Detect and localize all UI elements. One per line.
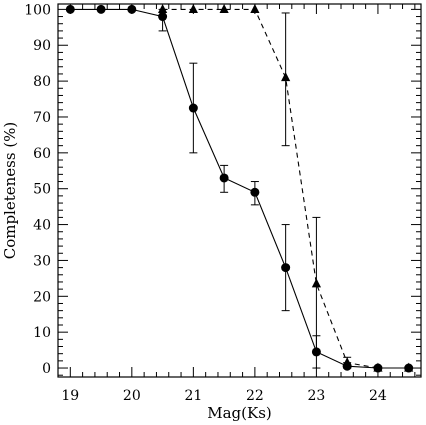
data-point-triangle — [342, 357, 352, 367]
y-tick-label: 40 — [33, 218, 51, 234]
x-tick-label: 19 — [61, 388, 79, 404]
y-axis-title: Completeness (%) — [1, 122, 19, 260]
plot-frame — [57, 3, 422, 378]
x-tick-label: 21 — [184, 388, 202, 404]
y-tick-label: 50 — [33, 182, 51, 198]
x-tick-label: 23 — [307, 388, 325, 404]
x-tick-label: 20 — [123, 388, 141, 404]
data-point-circle — [188, 103, 198, 113]
series-1-line — [70, 8, 409, 369]
data-point-circle — [158, 12, 168, 22]
y-tick-label: 90 — [33, 38, 51, 54]
y-tick-label: 0 — [42, 361, 51, 377]
series-2-line — [162, 8, 409, 369]
data-point-triangle — [250, 3, 260, 13]
y-tick-labels: 0 10 20 30 40 50 60 70 80 90 100 — [24, 2, 51, 377]
x-tick-labels: 19 20 21 22 23 24 — [61, 388, 387, 404]
data-series — [65, 3, 414, 373]
x-tick-label: 24 — [369, 388, 387, 404]
data-point-triangle — [373, 362, 383, 372]
y-tick-label: 70 — [33, 110, 51, 126]
data-point-triangle — [281, 72, 291, 82]
data-point-triangle — [311, 278, 322, 288]
data-point-triangle — [157, 3, 168, 13]
data-point-circle — [65, 4, 75, 14]
data-point-circle — [250, 187, 260, 197]
series-1 — [65, 4, 414, 373]
y-tick-label: 80 — [33, 74, 51, 90]
data-point-triangle — [404, 362, 414, 372]
y-tick-label: 100 — [24, 2, 51, 18]
data-point-circle — [96, 4, 106, 14]
data-point-triangle — [219, 3, 229, 13]
series-2 — [157, 3, 414, 372]
y-tick-label: 20 — [33, 289, 51, 305]
x-tick-label: 22 — [246, 388, 264, 404]
y-tick-label: 60 — [33, 146, 51, 162]
data-point-circle — [219, 173, 229, 183]
data-point-triangle — [188, 3, 198, 13]
x-axis-title: Mag(Ks) — [207, 404, 272, 422]
y-tick-label: 10 — [33, 325, 51, 341]
data-point-circle — [127, 4, 137, 14]
axis-ticks — [58, 4, 421, 377]
data-point-circle — [281, 263, 291, 273]
y-tick-label: 30 — [33, 253, 51, 269]
